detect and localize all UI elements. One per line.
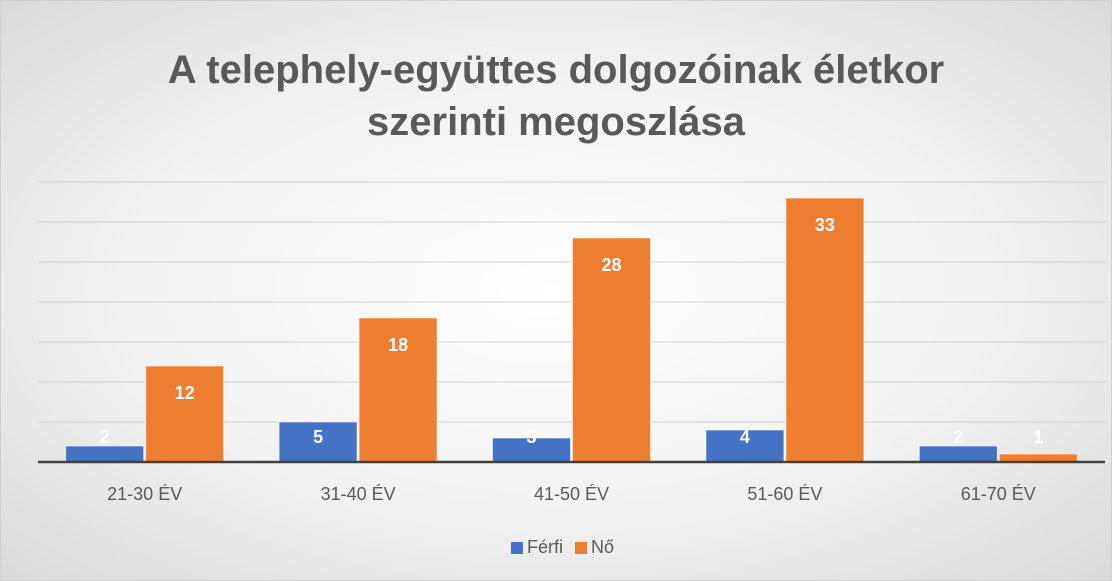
legend-swatch — [575, 542, 587, 554]
x-tick-label: 61-70 ÉV — [961, 484, 1036, 504]
data-label: 2 — [953, 427, 963, 447]
data-label: 18 — [388, 335, 408, 355]
x-tick-label: 31-40 ÉV — [321, 484, 396, 504]
bar — [492, 437, 571, 463]
x-tick-label: 41-50 ÉV — [534, 484, 609, 504]
bar — [358, 317, 438, 463]
bar — [572, 237, 651, 463]
x-tick-label: 51-60 ÉV — [747, 484, 822, 504]
legend-label: Férfi — [527, 537, 563, 557]
data-label: 12 — [175, 383, 195, 403]
bar — [145, 365, 225, 463]
bar — [705, 429, 785, 463]
data-label: 1 — [1033, 427, 1043, 447]
data-label: 2 — [100, 427, 110, 447]
data-label: 33 — [815, 215, 835, 235]
bar — [65, 445, 145, 463]
x-tick-label: 21-30 ÉV — [107, 484, 182, 504]
chart-title: A telephely-együttes dolgozóinak életkor… — [167, 48, 945, 144]
data-label: 5 — [313, 427, 323, 447]
bar — [278, 421, 358, 463]
bar — [785, 197, 865, 463]
data-label: 3 — [526, 427, 536, 447]
legend-swatch — [511, 542, 523, 554]
legend-label: Nő — [591, 537, 614, 557]
bar — [918, 445, 998, 463]
data-label: 28 — [601, 255, 621, 275]
data-label: 4 — [740, 427, 750, 447]
